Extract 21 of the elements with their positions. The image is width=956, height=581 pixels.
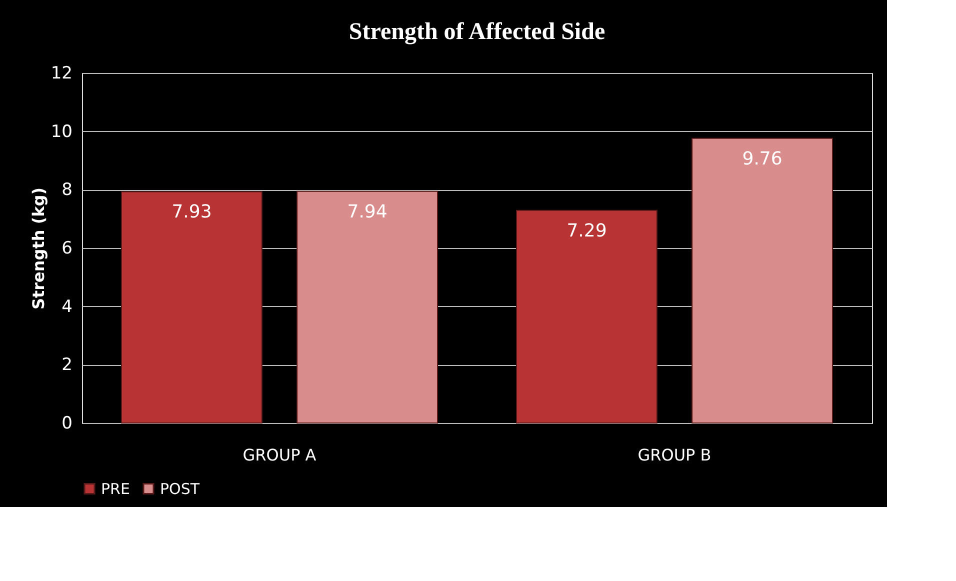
x-tick-label: GROUP A	[242, 446, 316, 464]
y-axis-title: Strength (kg)	[28, 187, 48, 310]
bar	[692, 138, 833, 424]
y-tick-label: 2	[62, 355, 72, 376]
data-label: 7.93	[172, 202, 212, 223]
data-label: 9.76	[742, 148, 782, 170]
bar	[121, 191, 262, 424]
y-tick-label: 10	[50, 122, 72, 142]
data-label: 7.94	[347, 201, 388, 222]
x-tick-label: GROUP B	[638, 446, 712, 464]
legend-label: PRE	[101, 480, 130, 498]
data-label: 7.29	[566, 220, 607, 242]
y-tick-label: 8	[62, 180, 72, 200]
y-tick-label: 12	[50, 64, 72, 84]
y-tick-label: 6	[62, 238, 72, 258]
y-tick-label: 4	[62, 296, 72, 317]
y-tick-label: 0	[62, 414, 72, 434]
chart-title: Strength of Affected Side	[348, 19, 606, 45]
legend-label: POST	[160, 480, 200, 498]
bar	[296, 190, 438, 424]
bar	[516, 210, 658, 424]
